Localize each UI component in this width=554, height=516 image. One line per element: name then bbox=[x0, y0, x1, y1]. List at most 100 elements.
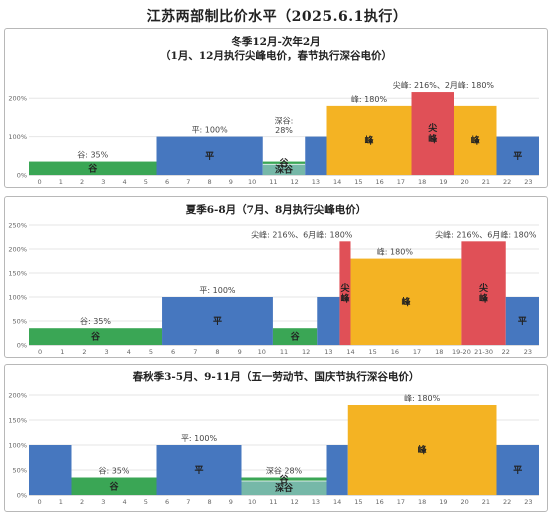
bar-valley bbox=[29, 161, 157, 175]
x-tick-label: 15 bbox=[354, 178, 362, 186]
bar-label: 尖峰 bbox=[428, 122, 438, 145]
panel-winter: 冬季12月-次年2月 （1月、12月执行尖峰电价，春节执行深谷电价） 0% 100… bbox=[4, 28, 548, 188]
bar-peak bbox=[454, 105, 497, 175]
bar-label: 谷 bbox=[88, 162, 98, 174]
x-tick-label: 23 bbox=[524, 348, 532, 356]
x-tick-label: 22 bbox=[503, 178, 511, 186]
bar-sharp bbox=[461, 241, 506, 345]
x-tick-label: 9 bbox=[229, 178, 233, 186]
y-tick-label: 0% bbox=[17, 492, 27, 500]
bar-valley bbox=[71, 477, 157, 495]
x-tick-label: 8 bbox=[208, 498, 212, 506]
x-tick-label: 21 bbox=[482, 178, 490, 186]
y-tick-label: 0% bbox=[17, 342, 27, 350]
data-label: 深谷: 28% bbox=[275, 116, 294, 135]
bar-label: 深谷 bbox=[275, 164, 294, 176]
bar-flat bbox=[496, 445, 539, 495]
x-tick-label: 16 bbox=[375, 178, 383, 186]
x-tick-label: 22 bbox=[502, 348, 510, 356]
y-tick-label: 0% bbox=[17, 172, 27, 180]
x-tick-label: 1 bbox=[59, 498, 63, 506]
bar-deep_valley bbox=[241, 481, 327, 495]
x-tick-label: 6 bbox=[165, 178, 169, 186]
x-tick-label: 5 bbox=[144, 498, 148, 506]
x-tick-label: 6 bbox=[171, 348, 175, 356]
bar-flat bbox=[317, 297, 340, 345]
x-tick-label: 2 bbox=[80, 178, 84, 186]
bar-deep_valley bbox=[262, 164, 306, 175]
x-tick-label: 4 bbox=[123, 178, 127, 186]
x-tick-label: 9 bbox=[238, 348, 242, 356]
data-label: 平: 100% bbox=[199, 286, 236, 295]
x-tick-label: 3 bbox=[101, 498, 105, 506]
data-label: 尖峰: 216%、6月峰: 180% bbox=[251, 229, 353, 239]
y-tick-label: 150% bbox=[8, 417, 27, 425]
y-tick-label: 50% bbox=[13, 318, 27, 326]
panel-title-line: 冬季12月-次年2月 bbox=[231, 36, 321, 48]
bar-label: 平 bbox=[513, 151, 522, 162]
x-tick-label: 7 bbox=[186, 498, 190, 506]
y-tick-label: 100% bbox=[8, 133, 27, 141]
x-tick-label: 16 bbox=[391, 348, 399, 356]
x-tick-label: 23 bbox=[524, 178, 532, 186]
panel-summer: 夏季6-8月（7月、8月执行尖峰电价） 0% 50% 100% 150% 200% 250… bbox=[4, 196, 548, 358]
bar-flat bbox=[156, 445, 242, 495]
x-tick-label: 3 bbox=[101, 178, 105, 186]
x-tick-label: 2 bbox=[82, 348, 86, 356]
x-tick-label: 8 bbox=[215, 348, 219, 356]
x-tick-label: 10 bbox=[248, 178, 256, 186]
x-tick-label: 14 bbox=[346, 348, 354, 356]
x-tick-label: 15 bbox=[354, 498, 362, 506]
bar-label: 平 bbox=[513, 465, 522, 476]
bar-flat bbox=[156, 136, 263, 175]
bar-peak bbox=[347, 405, 497, 495]
bar-valley bbox=[272, 328, 318, 345]
x-tick-label: 0 bbox=[38, 348, 42, 356]
bar-flat bbox=[29, 445, 72, 495]
x-tick-label: 18 bbox=[418, 178, 426, 186]
bar-label: 峰 bbox=[418, 444, 428, 456]
x-tick-label: 1 bbox=[60, 348, 64, 356]
x-tick-label: 17 bbox=[413, 348, 421, 356]
bar-label: 平 bbox=[213, 316, 222, 327]
bar-flat bbox=[505, 297, 539, 345]
x-tick-label: 13 bbox=[324, 348, 332, 356]
x-tick-label: 13 bbox=[312, 178, 320, 186]
data-label: 平: 100% bbox=[192, 126, 229, 135]
x-tick-label: 14 bbox=[333, 178, 341, 186]
x-tick-label: 13 bbox=[312, 498, 320, 506]
bar-label: 峰 bbox=[364, 134, 374, 146]
data-label: 峰: 180% bbox=[404, 393, 441, 403]
x-tick-label: 18 bbox=[435, 348, 443, 356]
x-tick-label: 19 bbox=[439, 498, 447, 506]
bar-flat bbox=[496, 136, 539, 175]
bar-label: 峰 bbox=[471, 134, 481, 146]
bar-peak bbox=[326, 105, 412, 175]
data-label: 尖峰: 216%、6月峰: 180% bbox=[435, 229, 537, 239]
x-tick-label: 12 bbox=[290, 178, 298, 186]
y-tick-label: 200% bbox=[8, 392, 27, 400]
bar-label: 谷 bbox=[109, 480, 119, 492]
panel-title-line: 夏季6-8月（7月、8月执行尖峰电价） bbox=[185, 204, 367, 216]
x-tick-label: 10 bbox=[258, 348, 266, 356]
x-tick-label: 23 bbox=[524, 498, 532, 506]
x-tick-label: 0 bbox=[38, 498, 42, 506]
x-tick-label: 1 bbox=[59, 178, 63, 186]
bar-label: 尖峰 bbox=[340, 282, 350, 305]
x-tick-label: 22 bbox=[503, 498, 511, 506]
bar-label: 谷 bbox=[279, 157, 289, 169]
data-label: 深谷 28% bbox=[266, 467, 303, 476]
x-tick-label: 19 bbox=[439, 178, 447, 186]
x-tick-label: 20 bbox=[460, 498, 468, 506]
bar-label: 峰 bbox=[401, 296, 411, 308]
y-tick-label: 100% bbox=[8, 294, 27, 302]
panel-title-line: （1月、12月执行尖峰电价，春节执行深谷电价） bbox=[160, 50, 392, 62]
x-tick-label: 7 bbox=[193, 348, 197, 356]
y-tick-label: 200% bbox=[8, 246, 27, 254]
x-tick-label: 7 bbox=[186, 178, 190, 186]
data-label: 尖峰: 216%、2月峰: 180% bbox=[393, 80, 495, 90]
bar-valley bbox=[29, 328, 163, 345]
x-tick-label: 4 bbox=[123, 498, 127, 506]
x-tick-label: 5 bbox=[149, 348, 153, 356]
